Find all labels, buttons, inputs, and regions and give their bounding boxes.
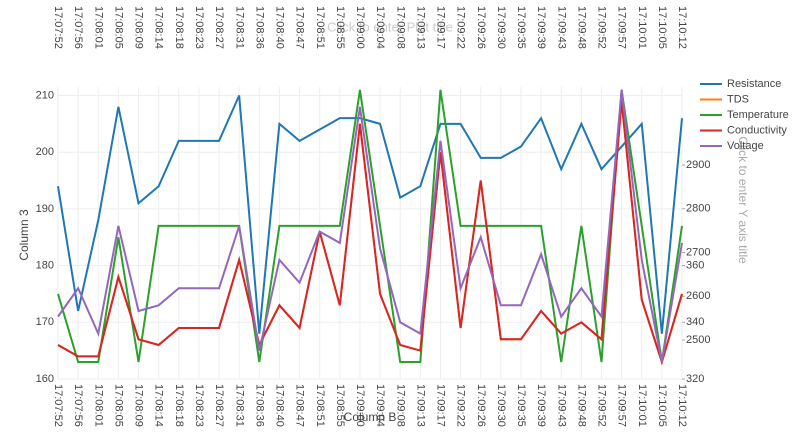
x-tick-label: 17:09:39 [535, 384, 547, 427]
x-tick-label-top: 17:08:09 [133, 6, 145, 49]
x-tick-label: 17:07:52 [52, 384, 64, 427]
y2-tick-label: 2700 [686, 246, 710, 258]
x-tick-label: 17:09:48 [575, 384, 587, 427]
x-tick-label: 17:08:36 [253, 384, 265, 427]
y3-tick-label: 360 [686, 260, 704, 272]
legend-label[interactable]: TDS [727, 93, 749, 105]
x-tick-label-top: 17:08:18 [173, 6, 185, 49]
series-line [57, 89, 683, 363]
x-tick-label-top: 17:09:26 [475, 6, 487, 49]
y-tick-label: 170 [36, 316, 54, 328]
x-tick-label-top: 17:09:52 [596, 6, 608, 49]
y-tick-label: 210 [36, 89, 54, 101]
y-axis-title[interactable]: Column 3 [17, 209, 31, 261]
y2-tick-label: 2500 [686, 334, 710, 346]
x-tick-label: 17:09:30 [495, 384, 507, 427]
x-tick-label-top: 17:09:13 [414, 6, 426, 49]
x-tick-label: 17:09:57 [616, 384, 628, 427]
x-tick-label: 17:08:51 [314, 384, 326, 427]
series-line [57, 89, 683, 363]
x-tick-label: 17:08:31 [233, 384, 245, 427]
x-tick-label-top: 17:08:14 [153, 6, 165, 49]
y-tick-label: 200 [36, 146, 54, 158]
y-tick-label: 190 [36, 203, 54, 215]
x-tick-label-top: 17:09:57 [616, 6, 628, 49]
x-tick-label-top: 17:09:00 [354, 6, 366, 49]
x-tick-label-top: 17:07:56 [72, 6, 84, 49]
x-tick-label-top: 17:08:23 [193, 6, 205, 49]
x-tick-label: 17:09:17 [435, 384, 447, 427]
legend-label[interactable]: Resistance [727, 78, 781, 90]
x-tick-label-top: 17:09:30 [495, 6, 507, 49]
legend-label[interactable]: Voltage [727, 140, 764, 152]
x-tick-label: 17:08:09 [133, 384, 145, 427]
y3-tick-label: 340 [686, 316, 704, 328]
x-axis-title[interactable]: Column B [344, 410, 397, 424]
x-tick-label: 17:09:52 [596, 384, 608, 427]
x-tick-label: 17:10:12 [676, 384, 688, 427]
x-tick-label-top: 17:10:01 [636, 6, 648, 49]
y-tick-label: 160 [36, 373, 54, 385]
x-tick-label: 17:09:00 [354, 384, 366, 427]
x-tick-label: 17:07:56 [72, 384, 84, 427]
x-tick-label: 17:10:01 [636, 384, 648, 427]
x-tick-label-top: 17:08:51 [314, 6, 326, 49]
x-tick-label: 17:08:18 [173, 384, 185, 427]
x-tick-label: 17:08:27 [213, 384, 225, 427]
x-tick-label: 17:09:08 [394, 384, 406, 427]
x-tick-label-top: 17:09:22 [455, 6, 467, 49]
legend-label[interactable]: Temperature [727, 109, 789, 121]
x-tick-label: 17:09:04 [374, 384, 386, 427]
x-tick-label-top: 17:08:55 [334, 6, 346, 49]
x-tick-label-top: 17:10:12 [676, 6, 688, 49]
y3-tick-label: 320 [686, 373, 704, 385]
x-tick-label: 17:09:22 [455, 384, 467, 427]
x-tick-label-top: 17:09:43 [555, 6, 567, 49]
x-tick-label: 17:08:55 [334, 384, 346, 427]
x-tick-label-top: 17:08:05 [112, 6, 124, 49]
chart-title[interactable]: Click to enter Plot title [327, 19, 453, 34]
x-tick-label-top: 17:09:39 [535, 6, 547, 49]
x-tick-label-top: 17:08:36 [253, 6, 265, 49]
x-tick-label-top: 17:08:01 [92, 6, 104, 49]
x-tick-label: 17:09:26 [475, 384, 487, 427]
series-line [57, 101, 683, 366]
x-tick-label-top: 17:09:35 [515, 6, 527, 49]
x-tick-label-top: 17:09:17 [435, 6, 447, 49]
x-tick-label: 17:09:13 [414, 384, 426, 427]
y2-tick-label: 2900 [686, 159, 710, 171]
x-tick-label: 17:09:35 [515, 384, 527, 427]
x-tick-label-top: 17:09:04 [374, 6, 386, 49]
x-tick-label-top: 17:09:08 [394, 6, 406, 49]
x-tick-label: 17:08:40 [274, 384, 286, 427]
y-tick-label: 180 [36, 260, 54, 272]
x-tick-label-top: 17:09:48 [575, 6, 587, 49]
x-tick-label: 17:08:05 [112, 384, 124, 427]
y2-tick-label: 2600 [686, 290, 710, 302]
x-tick-label-top: 17:08:40 [274, 6, 286, 49]
x-tick-label: 17:08:01 [92, 384, 104, 427]
x-tick-label-top: 17:07:52 [52, 6, 64, 49]
x-tick-label: 17:10:05 [656, 384, 668, 427]
x-tick-label-top: 17:08:31 [233, 6, 245, 49]
y2-axis-title[interactable]: Click to enter Y axis title [736, 136, 750, 264]
x-tick-label-top: 17:10:05 [656, 6, 668, 49]
series-line [57, 95, 683, 334]
x-tick-label: 17:09:43 [555, 384, 567, 427]
x-tick-label: 17:08:23 [193, 384, 205, 427]
legend-label[interactable]: Conductivity [727, 124, 787, 136]
y2-tick-label: 2800 [686, 203, 710, 215]
x-tick-label: 17:08:14 [153, 384, 165, 427]
x-tick-label-top: 17:08:27 [213, 6, 225, 49]
x-tick-label-top: 17:08:47 [294, 6, 306, 49]
x-tick-label: 17:08:47 [294, 384, 306, 427]
